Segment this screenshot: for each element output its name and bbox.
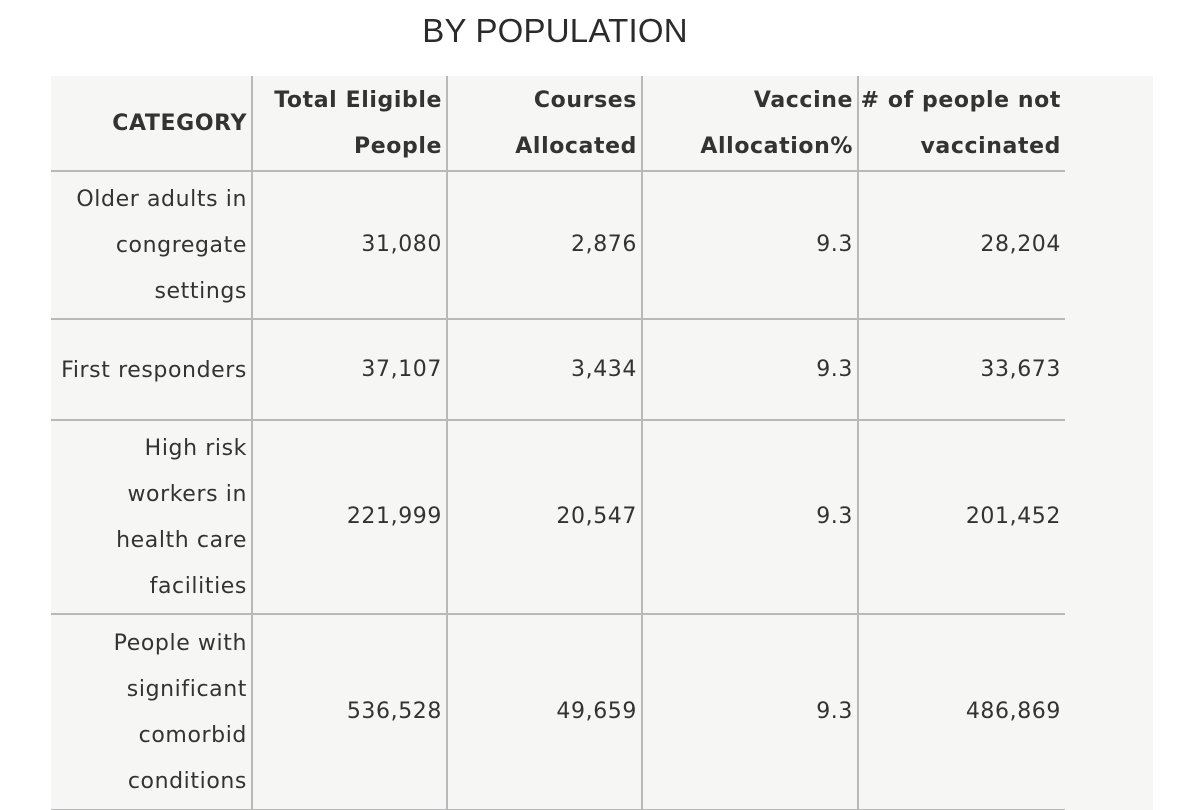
cell-allocation-pct: 9.3: [642, 420, 859, 615]
population-table-container: CATEGORY Total Eligible People Courses A…: [51, 76, 1153, 810]
page-title: BY POPULATION: [422, 12, 688, 49]
cell-total-eligible: 221,999: [252, 420, 448, 615]
cell-total-eligible: 37,107: [252, 319, 448, 421]
table-row: First responders 37,107 3,434 9.3 33,673: [51, 319, 1065, 421]
cell-category: High risk workers in health care facilit…: [51, 420, 253, 615]
cell-not-vaccinated: 28,204: [858, 171, 1065, 320]
cell-category: First responders: [51, 319, 253, 421]
population-table: CATEGORY Total Eligible People Courses A…: [51, 76, 1065, 810]
cell-courses-allocated: 20,547: [447, 420, 643, 615]
table-row: Older adults in congregate settings 31,0…: [51, 171, 1065, 320]
cell-total-eligible: 31,080: [252, 171, 448, 320]
table-row: People with significant comorbid conditi…: [51, 614, 1065, 810]
header-not-vaccinated: # of people not vaccinated: [858, 76, 1065, 172]
cell-courses-allocated: 49,659: [447, 614, 643, 810]
header-total-eligible: Total Eligible People: [252, 76, 448, 172]
cell-allocation-pct: 9.3: [642, 614, 859, 810]
cell-category: Older adults in congregate settings: [51, 171, 253, 320]
header-vaccine-allocation: Vaccine Allocation%: [642, 76, 859, 172]
cell-allocation-pct: 9.3: [642, 319, 859, 421]
cell-category: People with significant comorbid conditi…: [51, 614, 253, 810]
cell-allocation-pct: 9.3: [642, 171, 859, 320]
cell-not-vaccinated: 33,673: [858, 319, 1065, 421]
header-category: CATEGORY: [51, 76, 253, 172]
table-row: High risk workers in health care facilit…: [51, 420, 1065, 615]
header-courses-allocated: Courses Allocated: [447, 76, 643, 172]
cell-courses-allocated: 3,434: [447, 319, 643, 421]
cell-courses-allocated: 2,876: [447, 171, 643, 320]
cell-total-eligible: 536,528: [252, 614, 448, 810]
cell-not-vaccinated: 486,869: [858, 614, 1065, 810]
cell-not-vaccinated: 201,452: [858, 420, 1065, 615]
table-header-row: CATEGORY Total Eligible People Courses A…: [51, 76, 1065, 172]
